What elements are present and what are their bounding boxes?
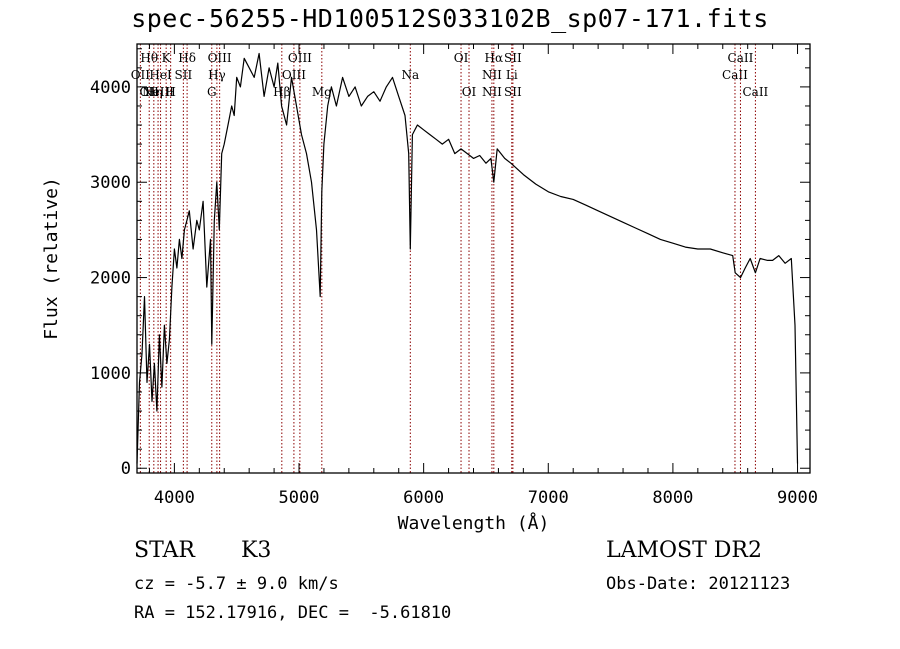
y-tick-label: 2000 — [90, 269, 131, 289]
line-marker-label: NII — [482, 85, 502, 99]
spectrum-line — [136, 52, 799, 464]
line-marker-label: NeIII — [142, 85, 174, 99]
line-marker-label: Hα — [485, 51, 504, 65]
line-marker-label: SII — [175, 68, 193, 82]
x-axis: 4000 5000 6000 7000 8000 9000 — [148, 44, 818, 508]
line-marker-label: Hγ — [208, 68, 226, 82]
line-marker-label: CaII — [728, 51, 754, 65]
chart-title: spec-56255-HD100512S033102B_sp07-171.fit… — [131, 4, 769, 33]
coordinates-text: RA = 152.17916, DEC = -5.61810 — [134, 603, 452, 623]
observation-date: Obs-Date: 20121123 — [606, 574, 791, 594]
line-marker-label: Na — [401, 68, 419, 82]
line-marker-label: OIII — [288, 51, 312, 65]
line-marker-label: CaII — [722, 68, 748, 82]
object-class: STAR — [134, 538, 195, 563]
line-marker-label: Hβ — [273, 85, 290, 99]
redshift-text: cz = -5.7 ± 9.0 km/s — [134, 574, 339, 594]
line-marker-label: OI — [462, 85, 477, 99]
line-marker-label: Hθ — [140, 51, 158, 65]
line-marker-label: NII — [482, 68, 502, 82]
line-marker-label: CaII — [742, 85, 768, 99]
line-marker-label: OII — [140, 85, 160, 99]
x-tick-label: 6000 — [403, 488, 444, 508]
line-marker-label: OIII — [208, 51, 232, 65]
line-marker-label: SII — [504, 51, 522, 65]
line-marker-label: OIII — [282, 68, 306, 82]
line-marker-label: Li — [506, 68, 518, 82]
line-marker-label: Hη — [145, 85, 163, 99]
line-marker-label: Hδ — [178, 51, 196, 65]
x-tick-label: 7000 — [528, 488, 569, 508]
x-tick-label: 8000 — [652, 488, 693, 508]
object-subclass: K3 — [241, 538, 272, 563]
line-marker-label: OII — [131, 68, 151, 82]
spectrum-series — [136, 52, 799, 464]
x-tick-label: 5000 — [279, 488, 320, 508]
x-axis-label: Wavelength (Å) — [398, 512, 550, 534]
y-tick-label: 4000 — [90, 78, 131, 98]
plot-frame — [136, 43, 811, 474]
line-marker-label: G — [207, 85, 217, 99]
line-marker-label: K — [162, 51, 172, 65]
x-tick-label: 9000 — [777, 488, 818, 508]
x-tick-label: 4000 — [154, 488, 195, 508]
y-axis: 0 1000 2000 3000 4000 — [90, 48, 810, 479]
line-marker-label: OI — [454, 51, 469, 65]
y-tick-label: 0 — [121, 459, 131, 479]
y-axis-label: Flux (relative) — [41, 177, 62, 340]
y-tick-label: 1000 — [90, 364, 131, 384]
survey-name: LAMOST DR2 — [606, 538, 762, 563]
line-marker-label: SII — [504, 85, 522, 99]
y-tick-label: 3000 — [90, 173, 131, 193]
line-marker-label: H — [165, 85, 175, 99]
line-marker-label: HeI — [149, 68, 172, 82]
line-markers: OIIHθOIIHηNeIIIHeIKHSIIHδGHγOIIIHβOIIIOI… — [131, 44, 769, 473]
line-marker-label: Mg — [312, 85, 332, 99]
